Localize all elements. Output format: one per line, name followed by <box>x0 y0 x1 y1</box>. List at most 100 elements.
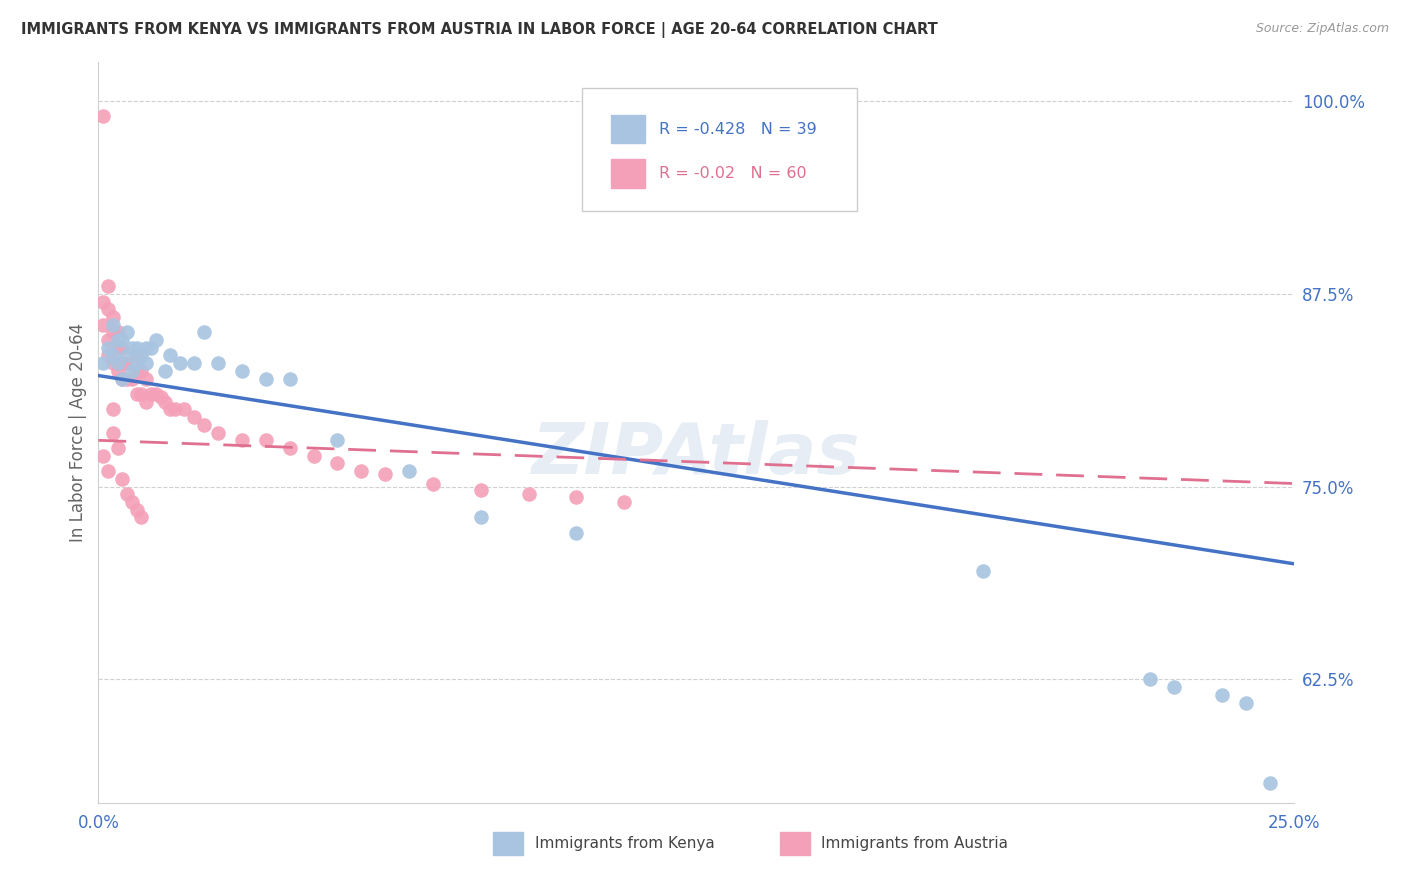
Point <box>183 356 205 370</box>
Point <box>125 349 148 363</box>
Text: R = -0.428   N = 39: R = -0.428 N = 39 <box>659 121 817 136</box>
Point <box>1139 673 1161 687</box>
Point <box>115 371 138 385</box>
Point <box>131 510 153 524</box>
Point <box>131 349 153 363</box>
Point <box>350 464 373 478</box>
Point <box>183 410 205 425</box>
Point <box>149 390 172 404</box>
Point <box>121 371 143 385</box>
Point <box>101 326 124 340</box>
Point <box>121 356 143 370</box>
Point <box>91 356 114 370</box>
Point <box>139 387 162 401</box>
Point <box>101 341 124 355</box>
Point <box>1211 688 1233 702</box>
Point <box>326 457 349 471</box>
Point <box>517 487 540 501</box>
Point <box>374 467 396 482</box>
Point <box>115 487 138 501</box>
Text: IMMIGRANTS FROM KENYA VS IMMIGRANTS FROM AUSTRIA IN LABOR FORCE | AGE 20-64 CORR: IMMIGRANTS FROM KENYA VS IMMIGRANTS FROM… <box>21 22 938 38</box>
Point <box>173 402 195 417</box>
Point <box>326 434 349 448</box>
Point <box>254 434 277 448</box>
Point <box>1234 696 1257 710</box>
Point <box>111 341 134 355</box>
Point <box>139 341 162 355</box>
Bar <box>494 832 523 855</box>
Point <box>125 364 148 378</box>
Point <box>231 364 253 378</box>
Y-axis label: In Labor Force | Age 20-64: In Labor Force | Age 20-64 <box>69 323 87 542</box>
Point <box>637 186 659 201</box>
Point <box>231 434 253 448</box>
Point <box>565 491 588 505</box>
Point <box>125 356 148 370</box>
Point <box>207 425 229 440</box>
Point <box>111 371 134 385</box>
Bar <box>779 832 810 855</box>
Point <box>97 341 120 355</box>
Point <box>91 110 114 124</box>
Point <box>121 341 143 355</box>
Point <box>111 333 134 347</box>
Point <box>159 349 181 363</box>
Text: Immigrants from Kenya: Immigrants from Kenya <box>534 836 714 851</box>
Point <box>422 476 444 491</box>
Bar <box>612 115 644 143</box>
Point <box>163 402 186 417</box>
Point <box>115 326 138 340</box>
Point <box>101 310 124 324</box>
Point <box>169 356 191 370</box>
Point <box>111 371 134 385</box>
Point <box>193 417 215 432</box>
Point <box>193 326 215 340</box>
Point <box>97 349 120 363</box>
Point <box>565 525 588 540</box>
Point <box>111 472 134 486</box>
Point <box>278 371 301 385</box>
Point <box>101 356 124 370</box>
Point <box>135 341 157 355</box>
Text: Immigrants from Austria: Immigrants from Austria <box>821 836 1008 851</box>
Point <box>135 356 157 370</box>
Point <box>101 349 124 363</box>
Point <box>1258 776 1281 790</box>
Point <box>107 364 129 378</box>
Point <box>97 279 120 293</box>
Point <box>125 341 148 355</box>
Point <box>125 387 148 401</box>
Point <box>145 333 167 347</box>
Point <box>121 364 143 378</box>
Point <box>97 302 120 317</box>
Point <box>97 464 120 478</box>
Point <box>1163 680 1185 694</box>
Text: ZIPAtlas: ZIPAtlas <box>531 420 860 490</box>
Point <box>107 441 129 455</box>
Point <box>155 394 177 409</box>
Point <box>101 402 124 417</box>
Point <box>470 510 492 524</box>
Point <box>159 402 181 417</box>
Point <box>125 502 148 516</box>
Point <box>121 495 143 509</box>
Point <box>107 333 129 347</box>
Point <box>254 371 277 385</box>
Point <box>135 394 157 409</box>
Point <box>135 371 157 385</box>
Point <box>91 449 114 463</box>
Point <box>145 387 167 401</box>
Point <box>972 565 994 579</box>
Point <box>155 364 177 378</box>
Point <box>91 318 114 332</box>
Point <box>398 464 420 478</box>
Text: R = -0.02   N = 60: R = -0.02 N = 60 <box>659 166 807 181</box>
Point <box>107 341 129 355</box>
Point <box>107 326 129 340</box>
Point <box>131 364 153 378</box>
Point <box>107 356 129 370</box>
Point <box>91 294 114 309</box>
Point <box>302 449 325 463</box>
Point <box>613 495 636 509</box>
Point <box>115 356 138 370</box>
